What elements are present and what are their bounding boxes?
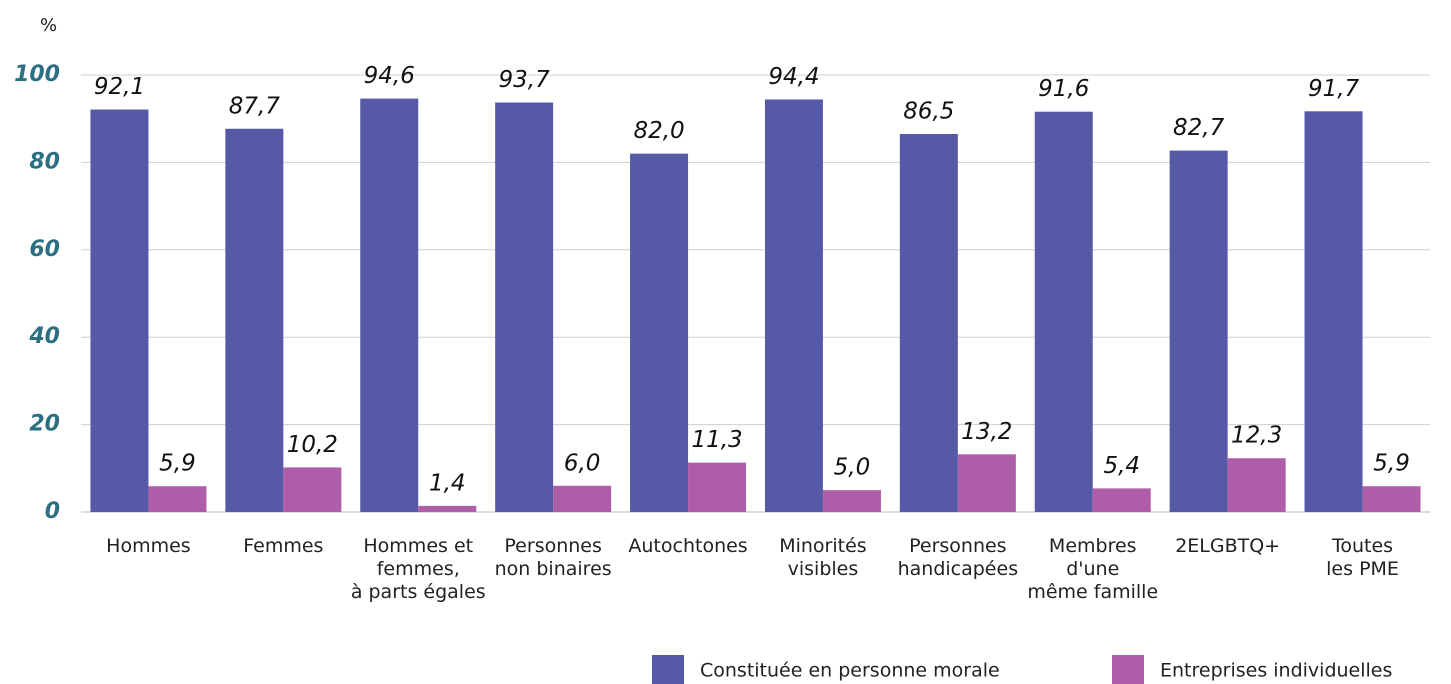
bar <box>495 102 554 512</box>
x-tick-label: Toutes les PME <box>1326 535 1399 580</box>
bar <box>225 128 284 512</box>
x-tick-label: Autochtones <box>628 535 747 557</box>
bar <box>1092 488 1151 512</box>
x-tick-label-line: visibles <box>788 558 859 580</box>
bar <box>148 486 207 512</box>
value-label: 13,2 <box>961 419 1012 445</box>
y-tick-label: 0 <box>45 499 60 524</box>
bar <box>1169 150 1228 512</box>
y-tick-label: 100 <box>14 62 60 87</box>
x-tick-label-line: Minorités <box>779 535 866 557</box>
x-tick-label: Personnes handicapées <box>898 535 1019 580</box>
y-axis-label: % <box>40 15 57 36</box>
value-label: 5,0 <box>834 455 871 481</box>
value-label: 10,2 <box>287 432 338 458</box>
x-tick-label-line: Hommes <box>106 535 191 557</box>
y-tick-label: 40 <box>28 324 60 349</box>
value-label: 5,4 <box>1103 453 1140 479</box>
bar <box>764 99 823 513</box>
value-label: 86,5 <box>903 98 954 124</box>
bar <box>822 490 881 512</box>
x-tick-label: Hommes <box>106 535 191 557</box>
value-label: 92,1 <box>94 74 145 100</box>
y-tick-label: 80 <box>29 149 60 174</box>
value-label: 94,4 <box>768 64 819 90</box>
x-tick-label-line: Autochtones <box>628 535 747 557</box>
legend-label: Constituée en personne morale <box>700 660 1000 682</box>
x-tick-label-line: Hommes et <box>363 535 473 557</box>
bar <box>90 109 149 512</box>
x-tick-label-line: handicapées <box>898 558 1019 580</box>
bar <box>1362 486 1421 512</box>
bar <box>899 133 958 512</box>
legend-swatch <box>1112 655 1144 684</box>
x-tick-label: 2ELGBTQ+ <box>1175 535 1280 557</box>
x-tick-label-line: même famille <box>1027 581 1158 603</box>
legend-swatch <box>652 655 684 684</box>
value-label: 5,9 <box>1373 451 1410 477</box>
x-tick-label-line: Toutes <box>1331 535 1393 557</box>
value-label: 87,7 <box>229 93 281 119</box>
value-label: 82,0 <box>633 118 684 144</box>
bar <box>553 485 612 512</box>
y-tick-label: 60 <box>29 237 60 262</box>
value-label: 93,7 <box>499 67 551 93</box>
value-label: 1,4 <box>429 470 466 496</box>
y-tick-label: 20 <box>29 412 60 437</box>
bar <box>957 454 1016 512</box>
x-tick-label: Femmes <box>243 535 323 557</box>
bar <box>360 98 419 513</box>
value-label: 11,3 <box>691 427 742 453</box>
value-label: 5,9 <box>159 451 196 477</box>
x-tick-label-line: non binaires <box>495 558 612 580</box>
x-tick-label-line: Personnes <box>909 535 1006 557</box>
value-label: 6,0 <box>564 450 601 476</box>
x-tick-label-line: Membres <box>1049 535 1137 557</box>
value-label: 94,6 <box>364 63 415 89</box>
x-tick-label-line: 2ELGBTQ+ <box>1175 535 1280 557</box>
bar <box>283 467 342 512</box>
bar <box>1304 111 1363 512</box>
bar <box>630 153 689 512</box>
value-label: 91,7 <box>1308 76 1360 102</box>
x-tick-label: Hommes et femmes, à parts égales <box>351 535 486 603</box>
x-tick-label-line: femmes, <box>377 558 460 580</box>
value-label: 12,3 <box>1231 423 1282 449</box>
bar <box>688 462 747 512</box>
legend-label: Entreprises individuelles <box>1160 660 1392 682</box>
value-label: 82,7 <box>1173 115 1225 141</box>
x-tick-label-line: à parts égales <box>351 581 486 603</box>
value-label: 91,6 <box>1038 76 1089 102</box>
bar <box>1034 111 1093 512</box>
x-tick-label-line: Femmes <box>243 535 323 557</box>
x-tick-label: Minorités visibles <box>779 535 866 580</box>
x-tick-label-line: Personnes <box>504 535 601 557</box>
x-tick-label-line: d'une <box>1066 558 1119 580</box>
x-tick-label: Personnes non binaires <box>495 535 612 580</box>
x-tick-label: Membres d'une même famille <box>1027 535 1158 603</box>
bar <box>1227 458 1286 512</box>
x-tick-label-line: les PME <box>1326 558 1399 580</box>
bar <box>418 505 477 512</box>
